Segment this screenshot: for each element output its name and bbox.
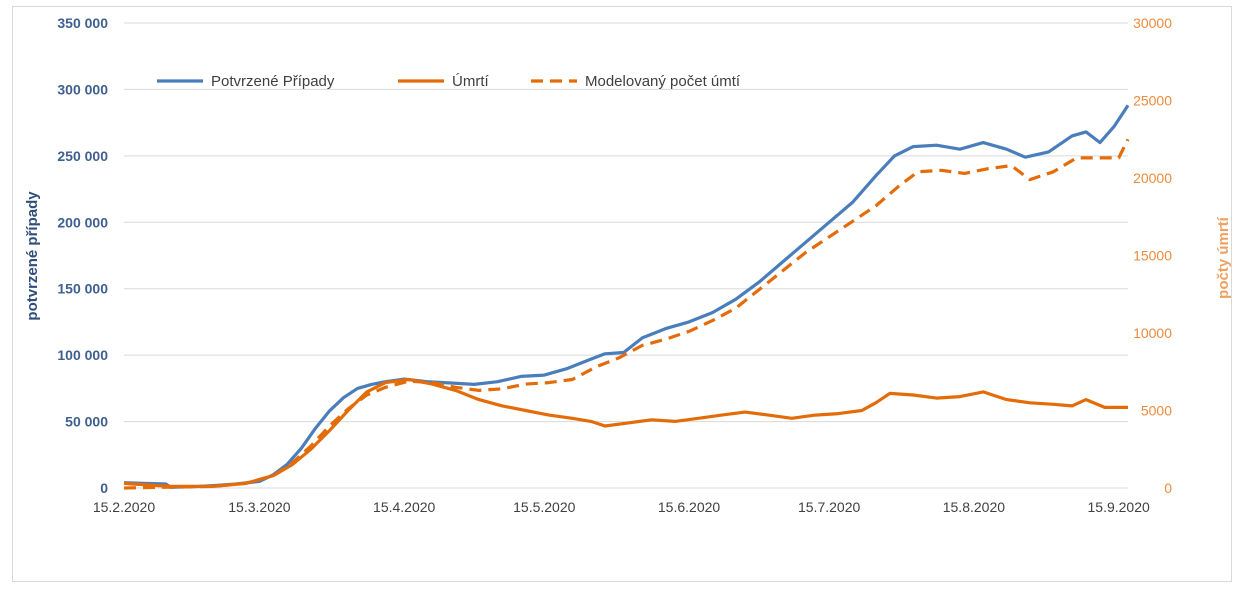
left-tick-label: 150 000 (57, 281, 108, 297)
left-tick-label: 300 000 (57, 81, 108, 97)
x-tick-label: 15.4.2020 (373, 499, 435, 515)
x-tick-label: 15.6.2020 (658, 499, 720, 515)
legend-label: Potvrzené Případy (211, 73, 335, 90)
left-tick-label: 200 000 (57, 214, 108, 230)
right-tick-label: 30000 (1133, 15, 1172, 31)
series-lines (123, 104, 1130, 490)
right-tick-label: 5000 (1141, 403, 1172, 419)
series-line-0 (123, 104, 1130, 489)
gridlines (124, 22, 1128, 489)
right-tick-label: 25000 (1133, 93, 1172, 109)
left-tick-label: 0 (100, 480, 108, 496)
x-tick-label: 15.5.2020 (513, 499, 575, 515)
right-tick-label: 15000 (1133, 248, 1172, 264)
right-tick-label: 10000 (1133, 325, 1172, 341)
x-tick-label: 15.7.2020 (798, 499, 860, 515)
left-axis-ticks: 0 50 000 100 000 150 000 200 000 250 000 300 0… (57, 15, 108, 496)
left-tick-label: 350 000 (57, 15, 108, 31)
series-line-1 (123, 377, 1128, 488)
x-tick-label: 15.3.2020 (228, 499, 290, 515)
left-axis-title: potvrzené případy (24, 191, 41, 321)
legend-label: Modelovaný počet úmtí (585, 73, 741, 90)
x-tick-label: 15.2.2020 (93, 499, 155, 515)
x-tick-label: 15.9.2020 (1088, 499, 1150, 515)
left-tick-label: 100 000 (57, 347, 108, 363)
right-axis-title: počty úmrtí (1215, 216, 1232, 299)
right-tick-label: 0 (1164, 480, 1172, 496)
right-axis-ticks: 0 5000 10000 15000 20000 25000 30000 (1133, 15, 1172, 496)
series-line-2 (123, 138, 1130, 490)
left-tick-label: 250 000 (57, 148, 108, 164)
x-tick-label: 15.8.2020 (943, 499, 1005, 515)
left-tick-label: 50 000 (65, 414, 108, 430)
right-tick-label: 20000 (1133, 170, 1172, 186)
legend-label: Úmrtí (452, 73, 489, 90)
legend: Potvrzené Případy Úmrtí Modelovaný počet ú… (157, 73, 741, 90)
x-axis-ticks: 15.2.2020 15.3.2020 15.4.2020 15.5.2020 15.6… (93, 499, 1150, 515)
